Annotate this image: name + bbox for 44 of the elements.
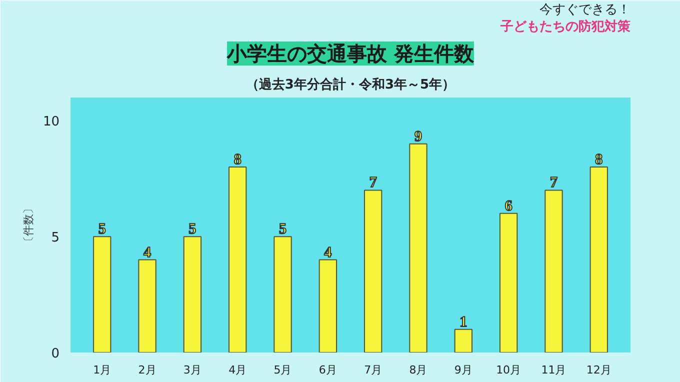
- x-tick-label: 7月: [364, 364, 382, 376]
- x-tick-label: 9月: [454, 364, 472, 376]
- y-tick-label: 0: [51, 346, 60, 362]
- x-tick-label: 3月: [183, 364, 202, 376]
- bar: [318, 259, 337, 352]
- x-tick-label: 1月: [93, 364, 112, 376]
- text: 今すぐできる！: [540, 2, 630, 18]
- x-tick-label: 12月: [586, 364, 612, 376]
- x-tick-label: 6月: [318, 364, 337, 376]
- x-tick-label: 8月: [409, 364, 428, 376]
- y-tick-label: 5: [51, 230, 60, 246]
- data-label: 1: [460, 314, 468, 330]
- data-label: 7: [550, 175, 558, 192]
- data-label: 8: [595, 152, 603, 168]
- bar: [183, 236, 202, 352]
- data-label: 4: [324, 244, 332, 261]
- y-axis-title: 〔件数〕: [22, 203, 35, 247]
- data-label: 8: [234, 152, 242, 168]
- bar: [409, 143, 428, 352]
- bar: [544, 190, 563, 352]
- data-label: 5: [279, 222, 287, 238]
- bar: [93, 236, 112, 352]
- x-tick-label: 2月: [138, 364, 156, 376]
- chart-title: 小学生の交通事故 発生件数: [226, 42, 475, 66]
- x-tick-label: 10月: [496, 364, 522, 376]
- y-tick-label: 10: [42, 114, 60, 130]
- x-tick-label: 4月: [228, 364, 247, 376]
- data-label: 7: [369, 175, 378, 192]
- text: 子どもたちの防犯対策: [500, 18, 632, 34]
- data-label: 6: [504, 198, 513, 214]
- x-tick-label: 5月: [274, 364, 292, 376]
- data-label: 9: [414, 128, 422, 145]
- bar: [364, 190, 382, 352]
- bar: [499, 212, 518, 352]
- bar: [454, 328, 472, 352]
- x-tick-label: 11月: [541, 364, 566, 376]
- bar: [138, 259, 156, 352]
- bar: [590, 166, 608, 352]
- data-label: 5: [188, 222, 196, 238]
- bar: [274, 236, 292, 352]
- chart-subtitle: （過去3年分合計・令和3年～5年）: [246, 76, 456, 92]
- bar: [228, 166, 247, 352]
- data-label: 5: [98, 222, 106, 238]
- data-label: 4: [144, 244, 152, 261]
